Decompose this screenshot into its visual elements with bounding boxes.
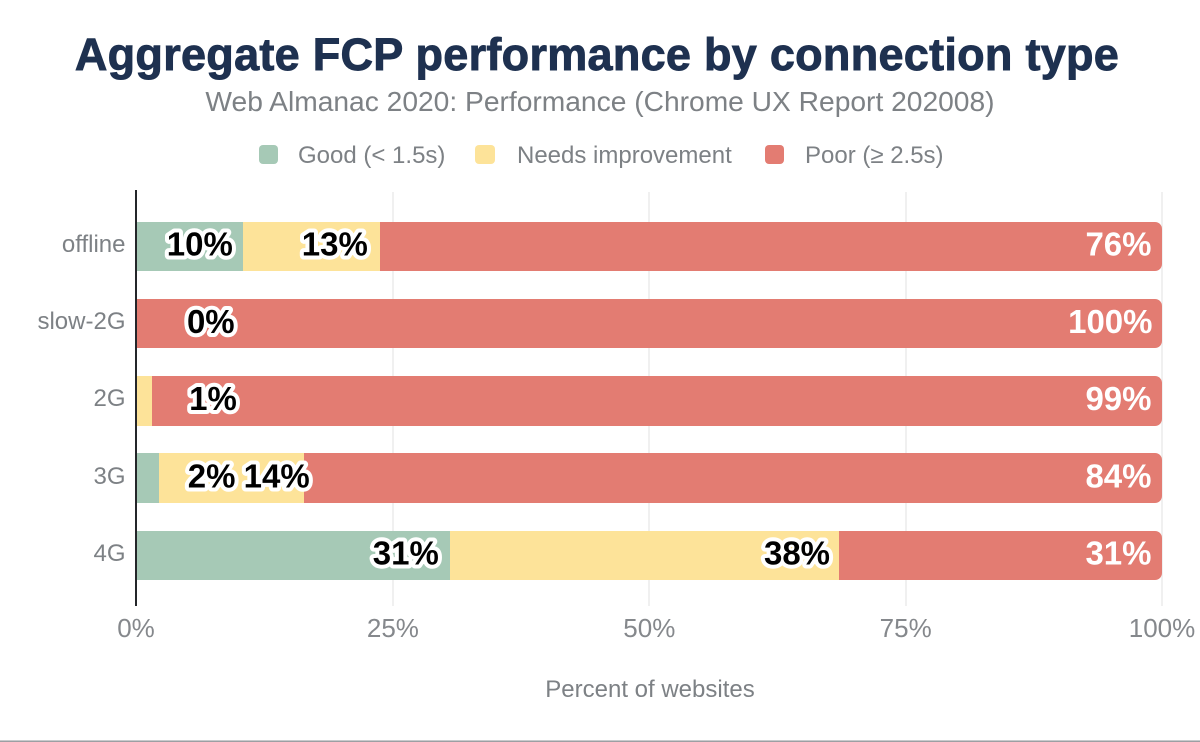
svg-text:13%: 13%: [302, 226, 368, 263]
svg-text:0%: 0%: [187, 303, 235, 340]
svg-text:10%: 10%: [167, 226, 233, 263]
svg-text:84%: 84%: [1085, 457, 1151, 494]
svg-text:31%: 31%: [1085, 535, 1151, 572]
svg-text:14%: 14%: [244, 457, 310, 494]
svg-text:100%: 100%: [1068, 303, 1152, 340]
svg-text:38%: 38%: [764, 535, 830, 572]
svg-text:76%: 76%: [1085, 226, 1151, 263]
svg-text:2%: 2%: [188, 457, 236, 494]
svg-text:1%: 1%: [189, 380, 237, 417]
svg-text:31%: 31%: [373, 535, 439, 572]
svg-text:99%: 99%: [1085, 380, 1151, 417]
